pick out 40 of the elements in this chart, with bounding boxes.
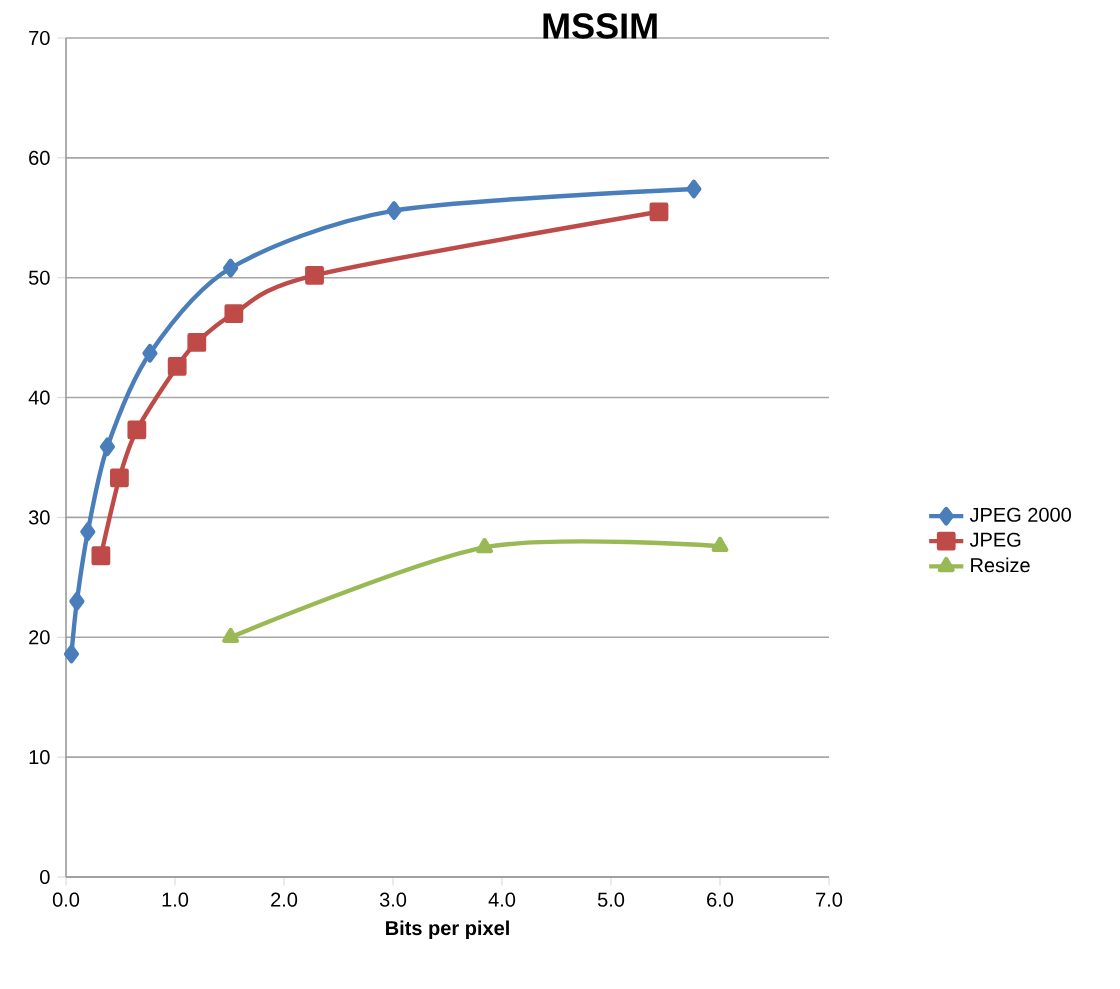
y-tick-label: 10 [29,750,50,765]
x-tick-label: 5.0 [597,892,625,907]
x-tick-label: 0.0 [52,892,80,907]
y-tick-label: 0 [40,869,50,885]
point [649,202,669,222]
y-tick-label: 40 [28,390,50,405]
point [110,468,129,488]
point [222,258,239,278]
point [386,201,402,220]
y-tick-label: 30 [28,510,50,525]
x-tick-label: 7.0 [816,892,843,907]
x-tick-label: 6.0 [707,892,734,907]
legend-label: Resize [971,557,1030,573]
x-tick-label: 4.0 [488,892,516,907]
x-tick-label: 1.0 [162,892,189,907]
point [91,546,111,566]
point [142,343,158,363]
point [224,304,244,324]
point [305,265,324,285]
point [127,420,147,440]
y-tick-label: 60 [29,150,50,165]
x-tick-label: 3.0 [379,892,407,907]
point [69,591,85,611]
y-tick-label: 70 [29,30,50,46]
point [711,536,729,552]
legend-label: JPEG 2000 [969,507,1071,522]
point [686,179,702,199]
legend-label: JPEG [969,532,1021,547]
point [99,437,116,457]
point [476,537,493,554]
point [167,357,187,376]
y-tick-label: 50 [28,270,50,285]
point [63,644,80,664]
chart-title: MSSIM [543,13,657,39]
point [187,333,207,352]
x-axis-title: Bits per pixel [386,920,509,940]
x-tick-label: 2.0 [271,892,298,907]
point [222,627,240,644]
point [80,522,96,542]
y-tick-label: 20 [29,630,50,645]
